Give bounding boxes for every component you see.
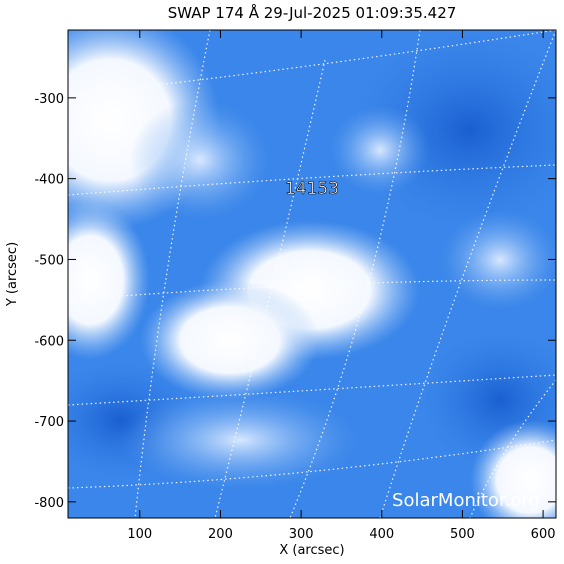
y-tick-label: -500 [34, 253, 64, 268]
plot-frame [67, 29, 557, 519]
x-tick-label: 600 [531, 527, 556, 542]
chart-title: SWAP 174 Å 29-Jul-2025 01:09:35.427 [168, 3, 457, 22]
y-tick-label: -400 [34, 173, 64, 188]
watermark: SolarMonitor.org [392, 490, 540, 511]
x-tick-label: 100 [127, 527, 152, 542]
x-tick-label: 400 [369, 527, 394, 542]
y-tick-label: -800 [34, 496, 64, 511]
x-tick-label: 300 [289, 527, 314, 542]
x-tick-label: 500 [450, 527, 475, 542]
solar-image [68, 30, 556, 518]
y-tick-label: -600 [34, 334, 64, 349]
y-tick-label: -700 [34, 415, 64, 430]
y-axis-label: Y (arcsec) [5, 242, 20, 307]
x-tick-label: 200 [208, 527, 233, 542]
annotation: 14153 [285, 179, 339, 199]
x-axis-label: X (arcsec) [279, 543, 344, 558]
y-tick-label: -300 [34, 92, 64, 107]
